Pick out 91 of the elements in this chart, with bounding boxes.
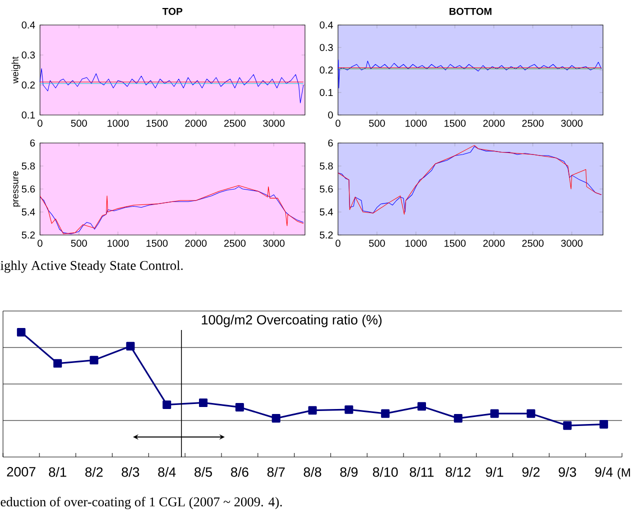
- x-tick-label: 2007: [7, 467, 36, 476]
- y-tick-label: 5.8: [320, 162, 333, 170]
- x-tick-label: 500: [71, 240, 87, 247]
- point: [344, 405, 354, 414]
- y-tick-label: 0.3: [22, 51, 35, 59]
- x-tick-label: 3000: [263, 120, 285, 127]
- x-tick-label: 3000: [561, 240, 583, 247]
- x-tick-label: 9/2: [522, 467, 540, 477]
- line-series: [338, 60, 602, 88]
- x-tick-label: 8/4: [158, 467, 176, 477]
- x-tick-label: 2000: [185, 240, 207, 247]
- x-tick-label: 0: [336, 120, 340, 127]
- x-tick-label: 2000: [483, 120, 505, 127]
- text: ighly Active Steady State Control.: [0, 260, 183, 273]
- y-tick-label: 0.4: [22, 21, 35, 29]
- x-tick-label: 3000: [263, 240, 285, 247]
- chart-title: BOTTOM: [450, 8, 492, 15]
- x-tick-label: 3000: [561, 120, 583, 127]
- x-tick-label: 8/6: [230, 467, 248, 477]
- x-tick-label: 500: [71, 120, 87, 127]
- x-tick-label: 8/8: [304, 467, 322, 477]
- y-tick-label: 0.3: [320, 44, 333, 52]
- x-tick-label: 2000: [483, 240, 505, 247]
- x-tick-label: 2500: [224, 240, 246, 247]
- point: [272, 414, 280, 423]
- x-tick-label: 8/2: [85, 467, 103, 477]
- y-tick-label: 0.4: [320, 21, 333, 29]
- point: [454, 414, 462, 423]
- y-tick-label: 5.2: [320, 231, 333, 239]
- x-tick-label: 8/1: [48, 467, 66, 477]
- x-tick-label: 9/3: [558, 467, 576, 477]
- x-tick-label: 0: [38, 240, 42, 247]
- x-tick-label: 9/4: [595, 467, 613, 477]
- point: [90, 356, 98, 364]
- chart-title: 100g/m2 Overcoating ratio (%): [202, 314, 382, 328]
- point: [235, 402, 244, 412]
- point: [126, 342, 135, 350]
- y-tick-label: 0.2: [22, 81, 35, 89]
- x-tick-label: 8/10: [372, 467, 398, 477]
- point: [162, 400, 172, 409]
- y-tick-label: 0.2: [320, 66, 333, 74]
- point: [490, 409, 499, 418]
- x-tick-label: 1000: [108, 120, 129, 127]
- x-tick-label: 8/11: [410, 467, 434, 477]
- point: [308, 406, 317, 415]
- x-tick-label: 1000: [406, 120, 427, 127]
- y-tick-label: 6: [328, 139, 333, 147]
- y-tick-label: 0.1: [22, 111, 35, 119]
- y-axis-title: pressure: [13, 171, 20, 207]
- x-tick-label: 1500: [146, 240, 168, 247]
- x-tick-label: 2500: [522, 120, 544, 127]
- point: [198, 398, 208, 407]
- point: [381, 409, 390, 418]
- x-tick-label: 8/5: [194, 467, 212, 477]
- x-tick-label: 2000: [185, 120, 207, 127]
- x-tick-label: 0: [38, 120, 42, 127]
- x-tick-label: 2500: [224, 120, 246, 127]
- x-tick-label: 1500: [146, 120, 168, 127]
- x-tick-label: 9/1: [486, 467, 504, 477]
- x-tick-label: 8/7: [267, 467, 285, 477]
- x-tick-label: 1500: [444, 240, 466, 247]
- y-tick-label: 5.2: [22, 231, 35, 239]
- point: [417, 402, 426, 411]
- y-tick-label: 5.4: [22, 208, 35, 216]
- x-tick-label: 500: [369, 120, 385, 127]
- x-tick-label: 1000: [108, 240, 129, 247]
- y-tick-label: 5.8: [22, 162, 35, 170]
- x-tick-label: 2500: [522, 240, 544, 247]
- chart-title: TOP: [162, 8, 182, 15]
- x-tick-label: 8/12: [446, 467, 470, 477]
- x-tick-label: 0: [336, 240, 340, 247]
- point: [563, 421, 572, 430]
- y-tick-label: 0: [328, 111, 333, 119]
- point: [526, 409, 536, 418]
- x-tick-label: 1500: [444, 120, 466, 127]
- point: [53, 359, 62, 368]
- y-tick-label: 5.6: [22, 185, 35, 193]
- line-series: [40, 68, 304, 104]
- text: eduction of over-coating of 1 CGL (2007 ~ 2009. 4).: [0, 496, 282, 510]
- y-axis-title: weight: [12, 56, 20, 84]
- x-tick-label: 8/3: [122, 467, 140, 477]
- point: [600, 420, 608, 429]
- y-tick-label: 0.1: [320, 88, 333, 96]
- y-tick-label: 5.6: [320, 185, 333, 193]
- y-tick-label: 5.4: [320, 208, 333, 216]
- y-tick-label: 6: [30, 139, 35, 147]
- text: (M: [618, 468, 630, 480]
- x-tick-label: 500: [369, 240, 385, 247]
- x-tick-label: 8/9: [340, 467, 358, 477]
- point: [16, 328, 26, 336]
- x-tick-label: 1000: [406, 240, 427, 247]
